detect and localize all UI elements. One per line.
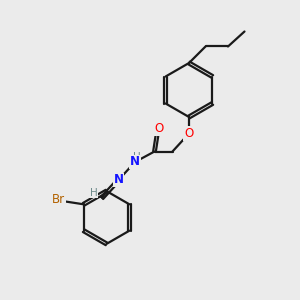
Text: Br: Br xyxy=(52,193,65,206)
Text: N: N xyxy=(113,173,124,187)
Text: O: O xyxy=(154,122,164,135)
Text: H: H xyxy=(133,152,140,162)
Text: N: N xyxy=(130,155,140,169)
Text: O: O xyxy=(184,127,194,140)
Text: H: H xyxy=(90,188,98,198)
